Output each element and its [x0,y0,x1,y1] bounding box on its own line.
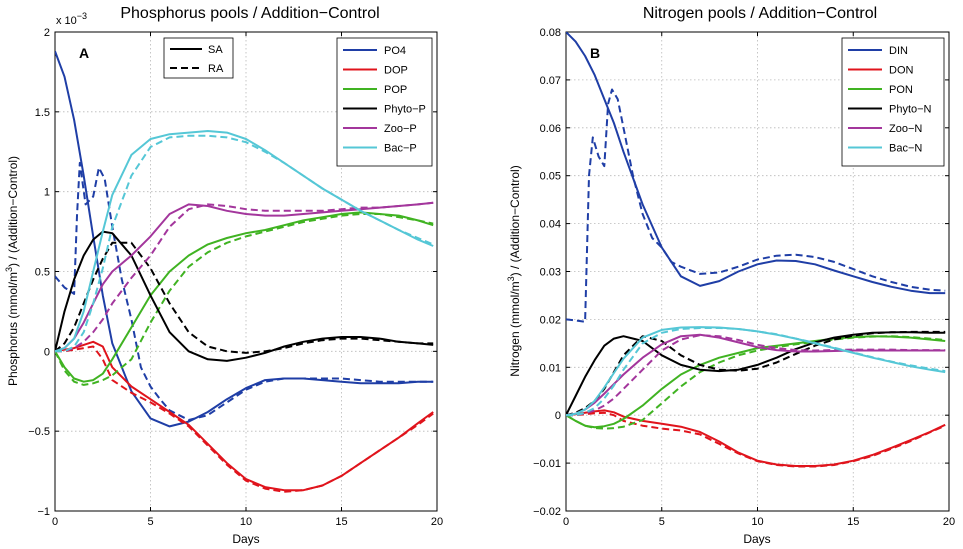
y-tick-label: 0.5 [35,267,50,279]
y-tick-label: 1.5 [35,107,50,119]
x-tick-label: 20 [943,516,955,528]
panel-a-lines [55,50,434,493]
series-po4-ra-line [55,161,434,421]
legend-label-bac-n: Bac−N [889,143,922,155]
y-tick-label: 0.05 [540,171,561,183]
y-tick-label: 2 [44,27,50,39]
ylabel-sup: 3 [506,276,516,281]
panel-b-ticks: 0 5 10 15 20 −0.02 −0.01 0 0.01 0.02 0.03 0.04 0.05 0… [533,27,955,528]
panel-a-label: A [79,45,89,61]
panel-b-ylabel: Nitrogen (mmol/m3) / (Addition−Control) [506,165,522,376]
series-group [55,50,434,493]
x-tick-label: 5 [147,516,153,528]
panel-b-lines [566,32,946,468]
y-tick-label: 0.08 [540,27,561,39]
panel-a-style-legend: SA RA [163,37,234,79]
panel-b-xlabel: Days [743,532,770,546]
x-tick-label: 15 [847,516,859,528]
series-zoo-n-sa-line [566,333,946,417]
series-pon-sa-line [566,335,946,429]
legend-label-phyto-p: Phyto−P [384,104,426,116]
legend-label-phyto-n: Phyto−N [889,104,932,116]
panel-b-legend: DIN DON PON Phyto−N Zoo−N Bac−N [841,37,945,167]
ylabel-main: Phosphorus (mmol/m [6,272,20,386]
x-tick-label: 15 [335,516,347,528]
y-tick-label: 0.06 [540,123,561,135]
y-tick-label: −1 [37,506,50,518]
panel-a-exponent: x 10−3 [56,11,87,27]
exponent-base: x 10 [56,15,77,27]
y-tick-label: 0.02 [540,314,561,326]
style-legend-box [163,37,234,79]
exponent-power: −3 [77,11,87,21]
panel-a-ticks: 0 5 10 15 20 −1 −0.5 0 0.5 1 1.5 2 [28,27,443,528]
legend-label-pon: PON [889,84,913,96]
panel-a-xlabel: Days [232,532,259,546]
x-tick-label: 0 [52,516,58,528]
legend-box [841,37,945,167]
legend-label-bac-p: Bac−P [384,143,417,155]
x-tick-label: 0 [563,516,569,528]
panel-a-ylabel: Phosphorus (mmol/m3) / (Addition−Control… [4,156,20,386]
x-tick-label: 5 [659,516,665,528]
phosphorus-panel: Phosphorus pools / Addition−Control 0 5 10… [4,5,443,546]
nitrogen-panel: Nitrogen pools / Addition−Control 0 5 10 15… [506,5,955,546]
series-don-sa-line [566,409,946,467]
series-bac-n-sa-line [566,326,946,417]
panel-b-label: B [590,45,600,61]
series-dop-sa-line [55,340,434,492]
series-group [566,32,946,468]
panel-b-title: Nitrogen pools / Addition−Control [643,5,877,22]
series-phyto-n-sa-line [566,331,946,416]
legend-label-don: DON [889,65,914,77]
panel-a-legend: PO4 DOP POP Phyto−P Zoo−P Bac−P [336,37,433,167]
x-tick-label: 20 [431,516,443,528]
y-tick-label: 1 [44,187,50,199]
panel-a-title: Phosphorus pools / Addition−Control [120,5,379,22]
y-tick-label: 0.04 [540,219,561,231]
series-phyto-p-sa-line [55,230,434,362]
x-tick-label: 10 [751,516,763,528]
x-tick-label: 10 [240,516,252,528]
series-bac-p-sa-line [55,130,434,353]
series-pop-sa-line [55,211,434,383]
series-zoo-n-ra-line [566,334,946,417]
ylabel-tail: ) / (Addition−Control) [508,165,522,276]
y-tick-label: 0 [555,410,561,422]
series-don-ra-line [566,411,946,468]
series-bac-n-ra-line [566,327,946,417]
style-legend-label-ra: RA [208,63,224,75]
legend-label-po4: PO4 [384,45,406,57]
ylabel-tail: ) / (Addition−Control) [6,156,20,267]
legend-label-dop: DOP [384,65,408,77]
series-zoo-p-ra-line [55,201,434,353]
series-zoo-p-sa-line [55,201,434,353]
y-tick-label: 0 [44,346,50,358]
ylabel-main: Nitrogen (mmol/m [508,281,522,376]
y-tick-label: −0.5 [28,426,50,438]
y-tick-label: 0.03 [540,267,561,279]
series-pop-ra-line [55,213,434,386]
y-tick-label: −0.01 [533,458,561,470]
series-dop-ra-line [55,345,434,493]
legend-label-din: DIN [889,45,908,57]
legend-box [336,37,433,167]
series-phyto-n-ra-line [566,330,946,417]
legend-label-zoo-n: Zoo−N [889,123,922,135]
legend-label-pop: POP [384,84,407,96]
y-tick-label: 0.07 [540,75,561,87]
series-phyto-p-ra-line [55,241,434,354]
y-tick-label: −0.02 [533,506,561,518]
series-po4-sa-line [55,50,434,428]
legend-label-zoo-p: Zoo−P [384,123,417,135]
ylabel-sup: 3 [4,267,14,272]
style-legend-label-sa: SA [208,44,223,56]
series-din-sa-line [566,32,946,295]
y-tick-label: 0.01 [540,362,561,374]
